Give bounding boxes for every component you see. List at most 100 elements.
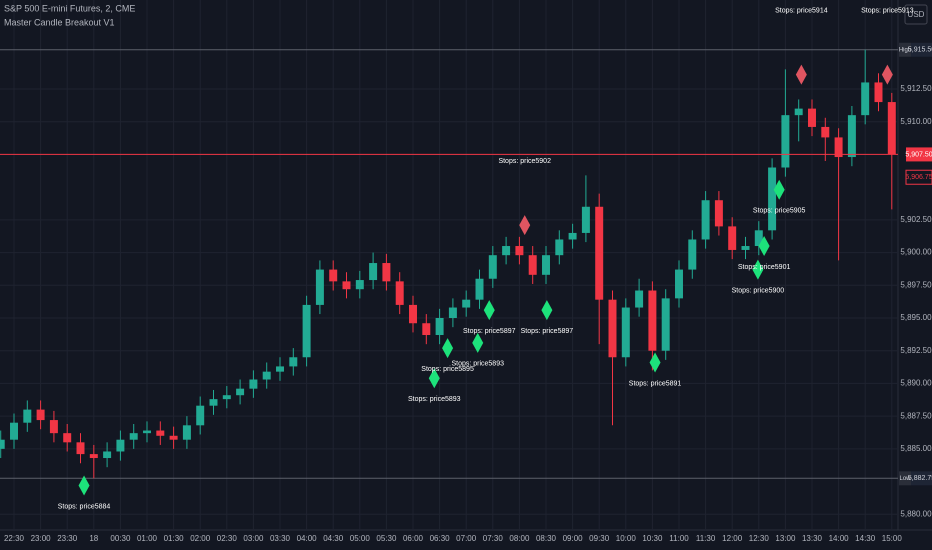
- x-tick-label: 02:30: [217, 534, 238, 543]
- signal-diamond: [752, 259, 764, 280]
- signal-diamond: [541, 300, 553, 321]
- signal-diamond: [78, 475, 90, 496]
- candle-body: [422, 323, 431, 336]
- candle-body: [36, 409, 45, 421]
- x-tick-label: 12:00: [722, 534, 743, 543]
- candle-body: [448, 307, 457, 318]
- signal-label: Stops: price5895: [421, 366, 474, 373]
- signal-label: Stops: price5891: [629, 380, 682, 387]
- candle-body: [89, 454, 98, 459]
- candle-body: [542, 255, 550, 275]
- candle-body: [369, 263, 378, 281]
- candle-body: [182, 425, 191, 440]
- price-tag-name: High: [899, 47, 911, 53]
- y-tick-label: 5,880.00: [900, 509, 932, 518]
- x-tick-label: 06:30: [430, 534, 451, 543]
- candle-body: [196, 405, 205, 426]
- candle-body: [754, 230, 763, 247]
- x-tick-label: 18: [89, 534, 98, 543]
- y-tick-label: 5,900.00: [900, 248, 932, 257]
- candle-body: [502, 246, 511, 256]
- candle-body: [714, 200, 723, 227]
- candle-body: [249, 379, 258, 389]
- x-tick-label: 08:00: [509, 534, 530, 543]
- price-tag-value: 5,915.50: [908, 47, 932, 54]
- x-tick-label: 08:30: [536, 534, 557, 543]
- candle-body: [395, 281, 404, 305]
- candle-body: [768, 167, 777, 231]
- x-tick-label: 11:30: [696, 534, 716, 543]
- signal-diamond: [773, 179, 785, 200]
- y-tick-label: 5,895.00: [900, 313, 932, 322]
- x-tick-label: 07:00: [456, 534, 477, 543]
- y-tick-label: 5,912.50: [900, 84, 932, 93]
- price-tag-box: [905, 169, 932, 185]
- candle-body: [23, 409, 32, 423]
- x-tick-label: 14:00: [829, 534, 850, 543]
- price-tag-box: [911, 42, 932, 57]
- candle-body: [621, 307, 630, 358]
- signal-label: Stops: price5914: [775, 7, 828, 14]
- candle-body: [675, 269, 683, 299]
- candle-body: [608, 299, 617, 358]
- x-tick-label: 10:30: [642, 534, 663, 543]
- plot-area: [0, 49, 898, 496]
- price-tag-name: Low: [899, 476, 911, 482]
- signal-diamond: [428, 368, 440, 389]
- price-tag-value: 5,906.75: [905, 174, 932, 181]
- candle-body: [435, 318, 444, 336]
- y-tick-label: 5,885.00: [900, 444, 932, 453]
- indicator-name: Master Candle Breakout V1: [4, 17, 115, 27]
- signal-label: Stops: price5913: [861, 7, 914, 14]
- candle-body: [289, 357, 298, 367]
- candle-body: [555, 239, 564, 256]
- x-tick-label: 04:00: [297, 534, 318, 543]
- currency-box[interactable]: [904, 4, 928, 25]
- candle-body: [728, 226, 737, 250]
- price-tag-name-box: [899, 471, 911, 486]
- axes: 5,880.00 5,885.00 5,887.50 5,890.00 5,892.50…: [4, 42, 932, 543]
- candle-body: [63, 433, 72, 443]
- candle-body: [821, 126, 830, 138]
- candle-body: [515, 246, 524, 256]
- candle-body: [156, 430, 165, 436]
- candle-body: [355, 280, 364, 290]
- candle-body: [794, 108, 803, 116]
- signal-diamond: [519, 215, 531, 236]
- candle-body: [116, 439, 125, 452]
- y-tick-label: 5,910.00: [900, 117, 932, 126]
- signal-diamond: [795, 64, 807, 85]
- x-tick-label: 13:30: [802, 534, 823, 543]
- x-tick-label: 03:30: [270, 534, 291, 543]
- signal-diamond: [483, 300, 495, 321]
- signal-label: Stops: price5902: [498, 158, 551, 165]
- candle-body: [236, 388, 245, 396]
- x-tick-label: 01:00: [137, 534, 158, 543]
- candle-body: [648, 290, 657, 351]
- candle-body: [847, 115, 856, 158]
- y-tick-label: 5,890.00: [900, 379, 932, 388]
- signal-label: Stops: price5900: [732, 287, 785, 294]
- signal-diamond: [649, 352, 661, 373]
- x-tick-label: 10:00: [616, 534, 637, 543]
- candle-body: [688, 239, 697, 270]
- candle-body: [315, 269, 324, 305]
- candle-body: [76, 442, 85, 455]
- candle-body: [701, 200, 710, 240]
- price-tag-box: [906, 147, 932, 162]
- x-tick-label: 11:00: [669, 534, 689, 543]
- price-tag-value: 5,907.50: [905, 151, 932, 158]
- candle-body: [262, 371, 271, 380]
- signal-diamond: [472, 332, 484, 353]
- candle-body: [382, 263, 391, 282]
- x-tick-label: 05:00: [350, 534, 371, 543]
- x-tick-label: 02:00: [190, 534, 211, 543]
- candle-body: [741, 246, 750, 250]
- candle-body: [302, 304, 311, 358]
- y-tick-label: 5,887.50: [900, 411, 932, 420]
- currency-label[interactable]: USD: [908, 10, 925, 19]
- x-tick-label: 22:30: [4, 534, 25, 543]
- candle-body: [635, 290, 644, 308]
- y-tick-label: 5,897.50: [900, 280, 932, 289]
